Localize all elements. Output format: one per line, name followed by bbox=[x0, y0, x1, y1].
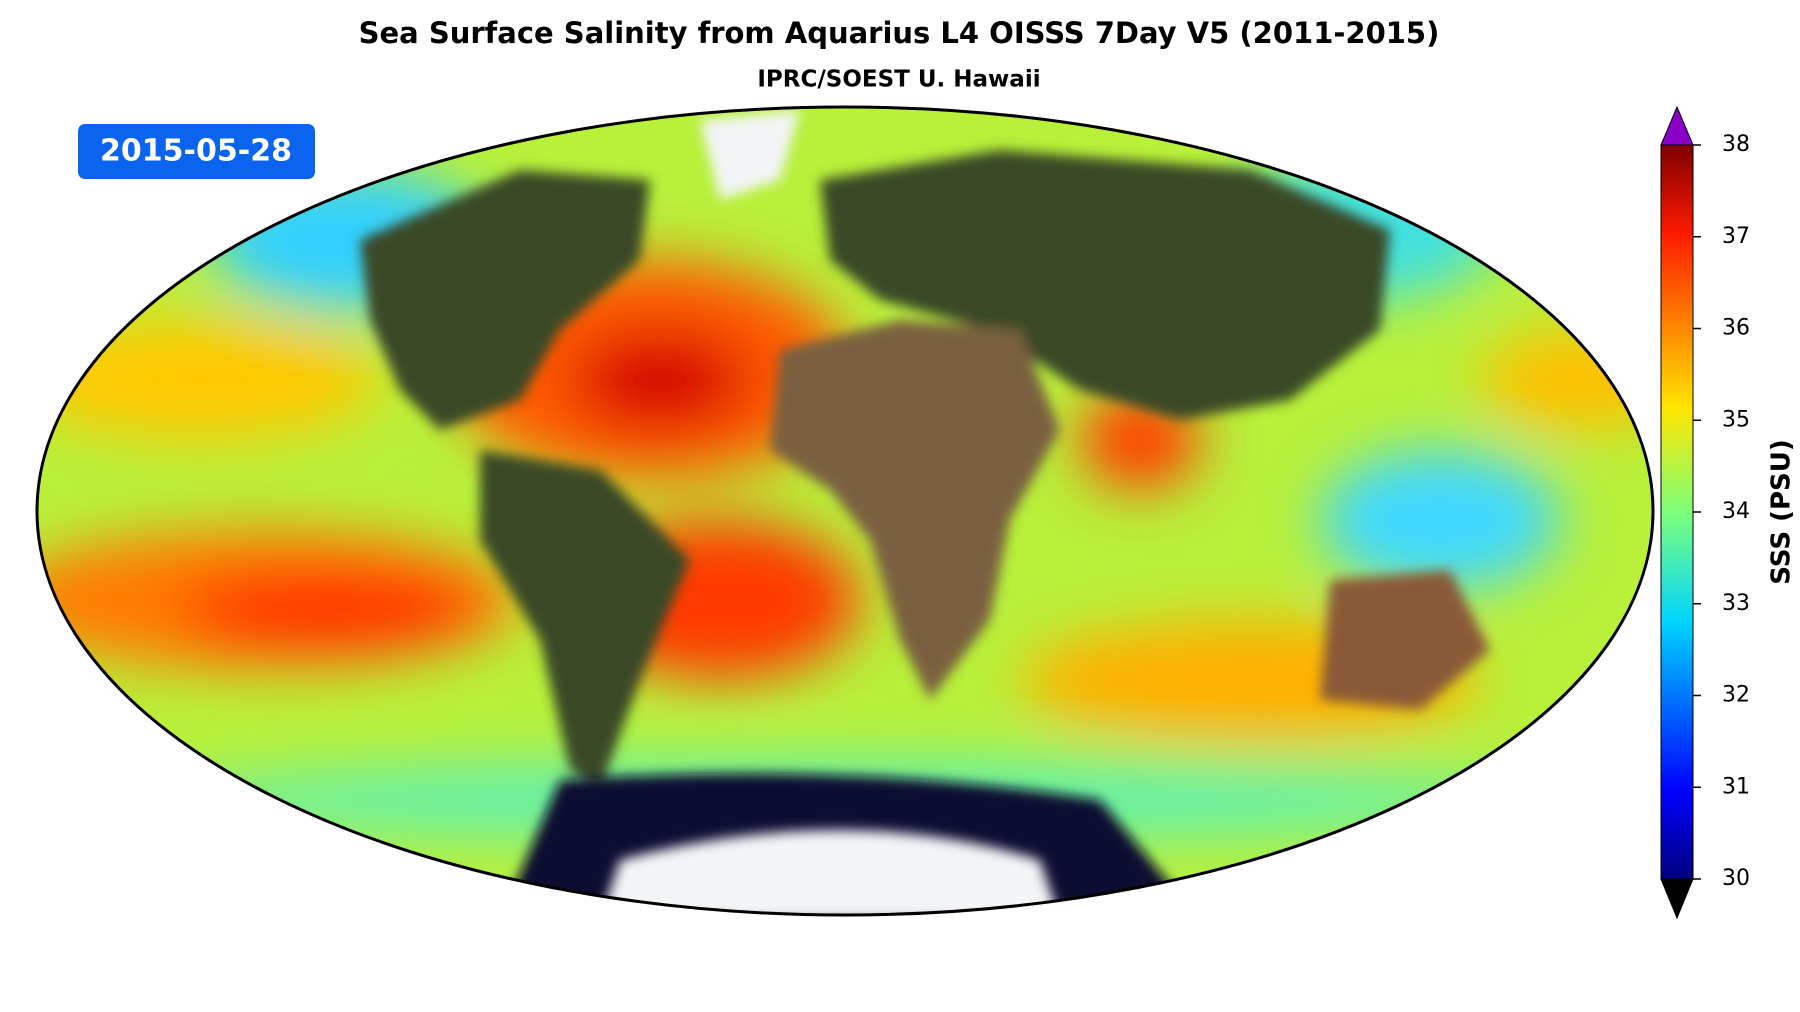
date-label: 2015-05-28 bbox=[100, 134, 292, 169]
subtitle: IPRC/SOEST U. Hawaii bbox=[757, 67, 1040, 93]
colorbar-label: SSS (PSU) bbox=[1767, 439, 1797, 585]
date-box bbox=[78, 124, 315, 179]
colorbar-extend-min bbox=[1660, 878, 1694, 920]
map-border bbox=[35, 105, 1655, 917]
colorbar-tick-label: 38 bbox=[1722, 132, 1750, 157]
salinity-map bbox=[37, 107, 1653, 915]
colorbar-extend-max bbox=[1660, 105, 1694, 146]
colorbar-tick-label: 35 bbox=[1722, 407, 1750, 432]
colorbar-tick-label: 33 bbox=[1722, 591, 1750, 616]
colorbar-tick-label: 36 bbox=[1722, 316, 1750, 341]
colorbar-tick-label: 30 bbox=[1722, 866, 1750, 891]
colorbar-tick-label: 31 bbox=[1722, 774, 1750, 799]
colorbar-scale bbox=[1660, 144, 1694, 880]
colorbar-tick-label: 32 bbox=[1722, 683, 1750, 708]
colorbar-tick-label: 34 bbox=[1722, 499, 1750, 524]
colorbar-tick-label: 37 bbox=[1722, 224, 1750, 249]
title: Sea Surface Salinity from Aquarius L4 OI… bbox=[359, 16, 1440, 50]
